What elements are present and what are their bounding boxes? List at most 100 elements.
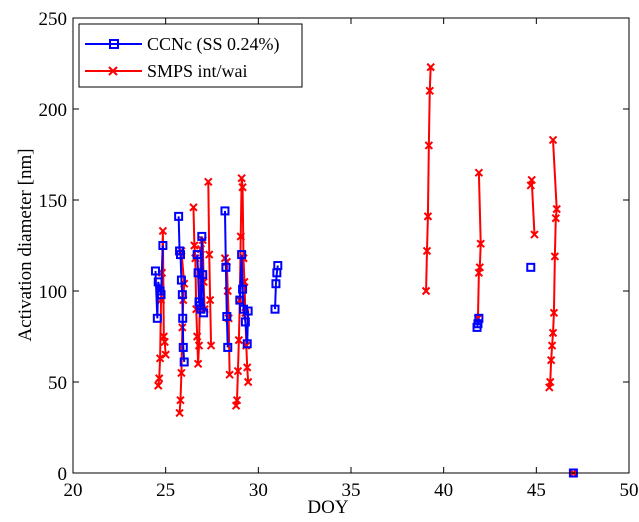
data-point	[177, 368, 186, 378]
data-point-stroke	[232, 395, 242, 405]
data-point	[156, 290, 166, 300]
data-point-stroke	[546, 377, 555, 387]
data-point	[205, 250, 214, 259]
data-point-stroke	[155, 354, 165, 363]
data-point	[225, 370, 234, 379]
data-point	[174, 211, 184, 221]
data-point	[178, 313, 188, 323]
data-point-stroke	[243, 363, 252, 372]
data-point	[223, 342, 233, 352]
data-point	[155, 354, 165, 363]
y-tick-label: 150	[39, 191, 68, 212]
y-tick-label: 50	[48, 373, 67, 394]
data-point	[154, 374, 164, 383]
plot-area	[150, 62, 578, 478]
data-point	[206, 341, 216, 350]
data-point-stroke	[154, 381, 163, 390]
data-point-stroke	[225, 370, 234, 379]
axes: 20 25 30 35 40 45 50 0 50 100 150 200 250	[39, 9, 639, 501]
data-point	[221, 262, 231, 272]
data-point-stroke	[546, 355, 556, 365]
data-point-stroke	[421, 286, 431, 296]
data-point-stroke	[549, 308, 559, 318]
data-point-stroke	[548, 328, 558, 338]
data-point	[177, 290, 187, 300]
data-point	[154, 381, 163, 390]
data-point	[474, 168, 484, 177]
data-point	[243, 377, 253, 387]
data-point-stroke	[243, 377, 253, 387]
x-tick-label: 50	[620, 480, 639, 501]
data-point-stroke	[551, 213, 561, 223]
data-point	[175, 250, 185, 260]
data-point-stroke	[530, 230, 539, 239]
data-point-stroke	[527, 175, 536, 185]
data-point	[190, 241, 199, 250]
y-tick-label: 250	[39, 9, 68, 30]
data-point	[199, 308, 209, 318]
x-tick-label: 40	[434, 480, 453, 501]
data-point	[421, 286, 431, 296]
series-line	[238, 254, 250, 344]
data-point	[176, 275, 186, 285]
data-point	[234, 335, 244, 345]
series-line	[154, 245, 164, 319]
y-tick-label: 200	[39, 100, 68, 121]
data-point	[271, 279, 281, 289]
x-tick-label: 45	[527, 480, 546, 501]
data-point	[179, 357, 189, 367]
data-point-stroke	[545, 383, 554, 392]
data-point	[240, 317, 250, 327]
data-point-stroke	[474, 168, 484, 177]
data-point-stroke	[176, 395, 185, 405]
data-point	[238, 183, 247, 192]
data-point	[474, 313, 484, 323]
data-point-stroke	[422, 246, 432, 256]
y-tick-label: 0	[58, 464, 68, 485]
data-point	[158, 226, 168, 236]
x-axis-label: DOY	[307, 497, 348, 517]
data-point	[222, 311, 232, 321]
data-point	[243, 363, 252, 372]
data-point	[237, 250, 247, 260]
data-point	[423, 212, 433, 221]
data-point-stroke	[474, 268, 484, 278]
data-point-stroke	[234, 335, 244, 345]
data-point	[424, 141, 434, 150]
data-point	[197, 231, 207, 241]
data-point	[243, 306, 253, 316]
data-point	[476, 239, 485, 248]
data-point	[198, 270, 208, 280]
data-point-stroke	[231, 401, 241, 410]
data-point	[204, 177, 213, 187]
data-point	[194, 341, 204, 350]
data-point	[546, 355, 556, 365]
data-point	[193, 359, 203, 369]
data-point-stroke	[236, 232, 245, 241]
data-point	[176, 395, 185, 405]
data-point-stroke	[423, 212, 433, 221]
data-point	[526, 262, 536, 272]
legend-box	[78, 23, 303, 88]
data-point-stroke	[205, 250, 214, 259]
data-point	[546, 377, 555, 387]
data-point-stroke	[158, 226, 168, 236]
data-point-stroke	[206, 341, 216, 350]
data-point-stroke	[177, 368, 186, 378]
series-line	[425, 67, 432, 292]
series-line	[223, 210, 229, 348]
data-point	[192, 332, 202, 341]
data-point-stroke	[154, 374, 164, 383]
data-point-stroke	[194, 341, 204, 350]
data-point	[273, 261, 283, 271]
series-line	[207, 181, 213, 346]
data-point	[552, 204, 561, 214]
data-point	[235, 295, 245, 305]
data-point	[239, 304, 249, 314]
data-point	[192, 250, 202, 260]
legend-label-ccnc: CCNc (SS 0.24%)	[147, 34, 280, 55]
legend-marker-smps	[108, 66, 118, 76]
data-point-stroke	[425, 86, 434, 96]
data-point	[270, 304, 280, 314]
